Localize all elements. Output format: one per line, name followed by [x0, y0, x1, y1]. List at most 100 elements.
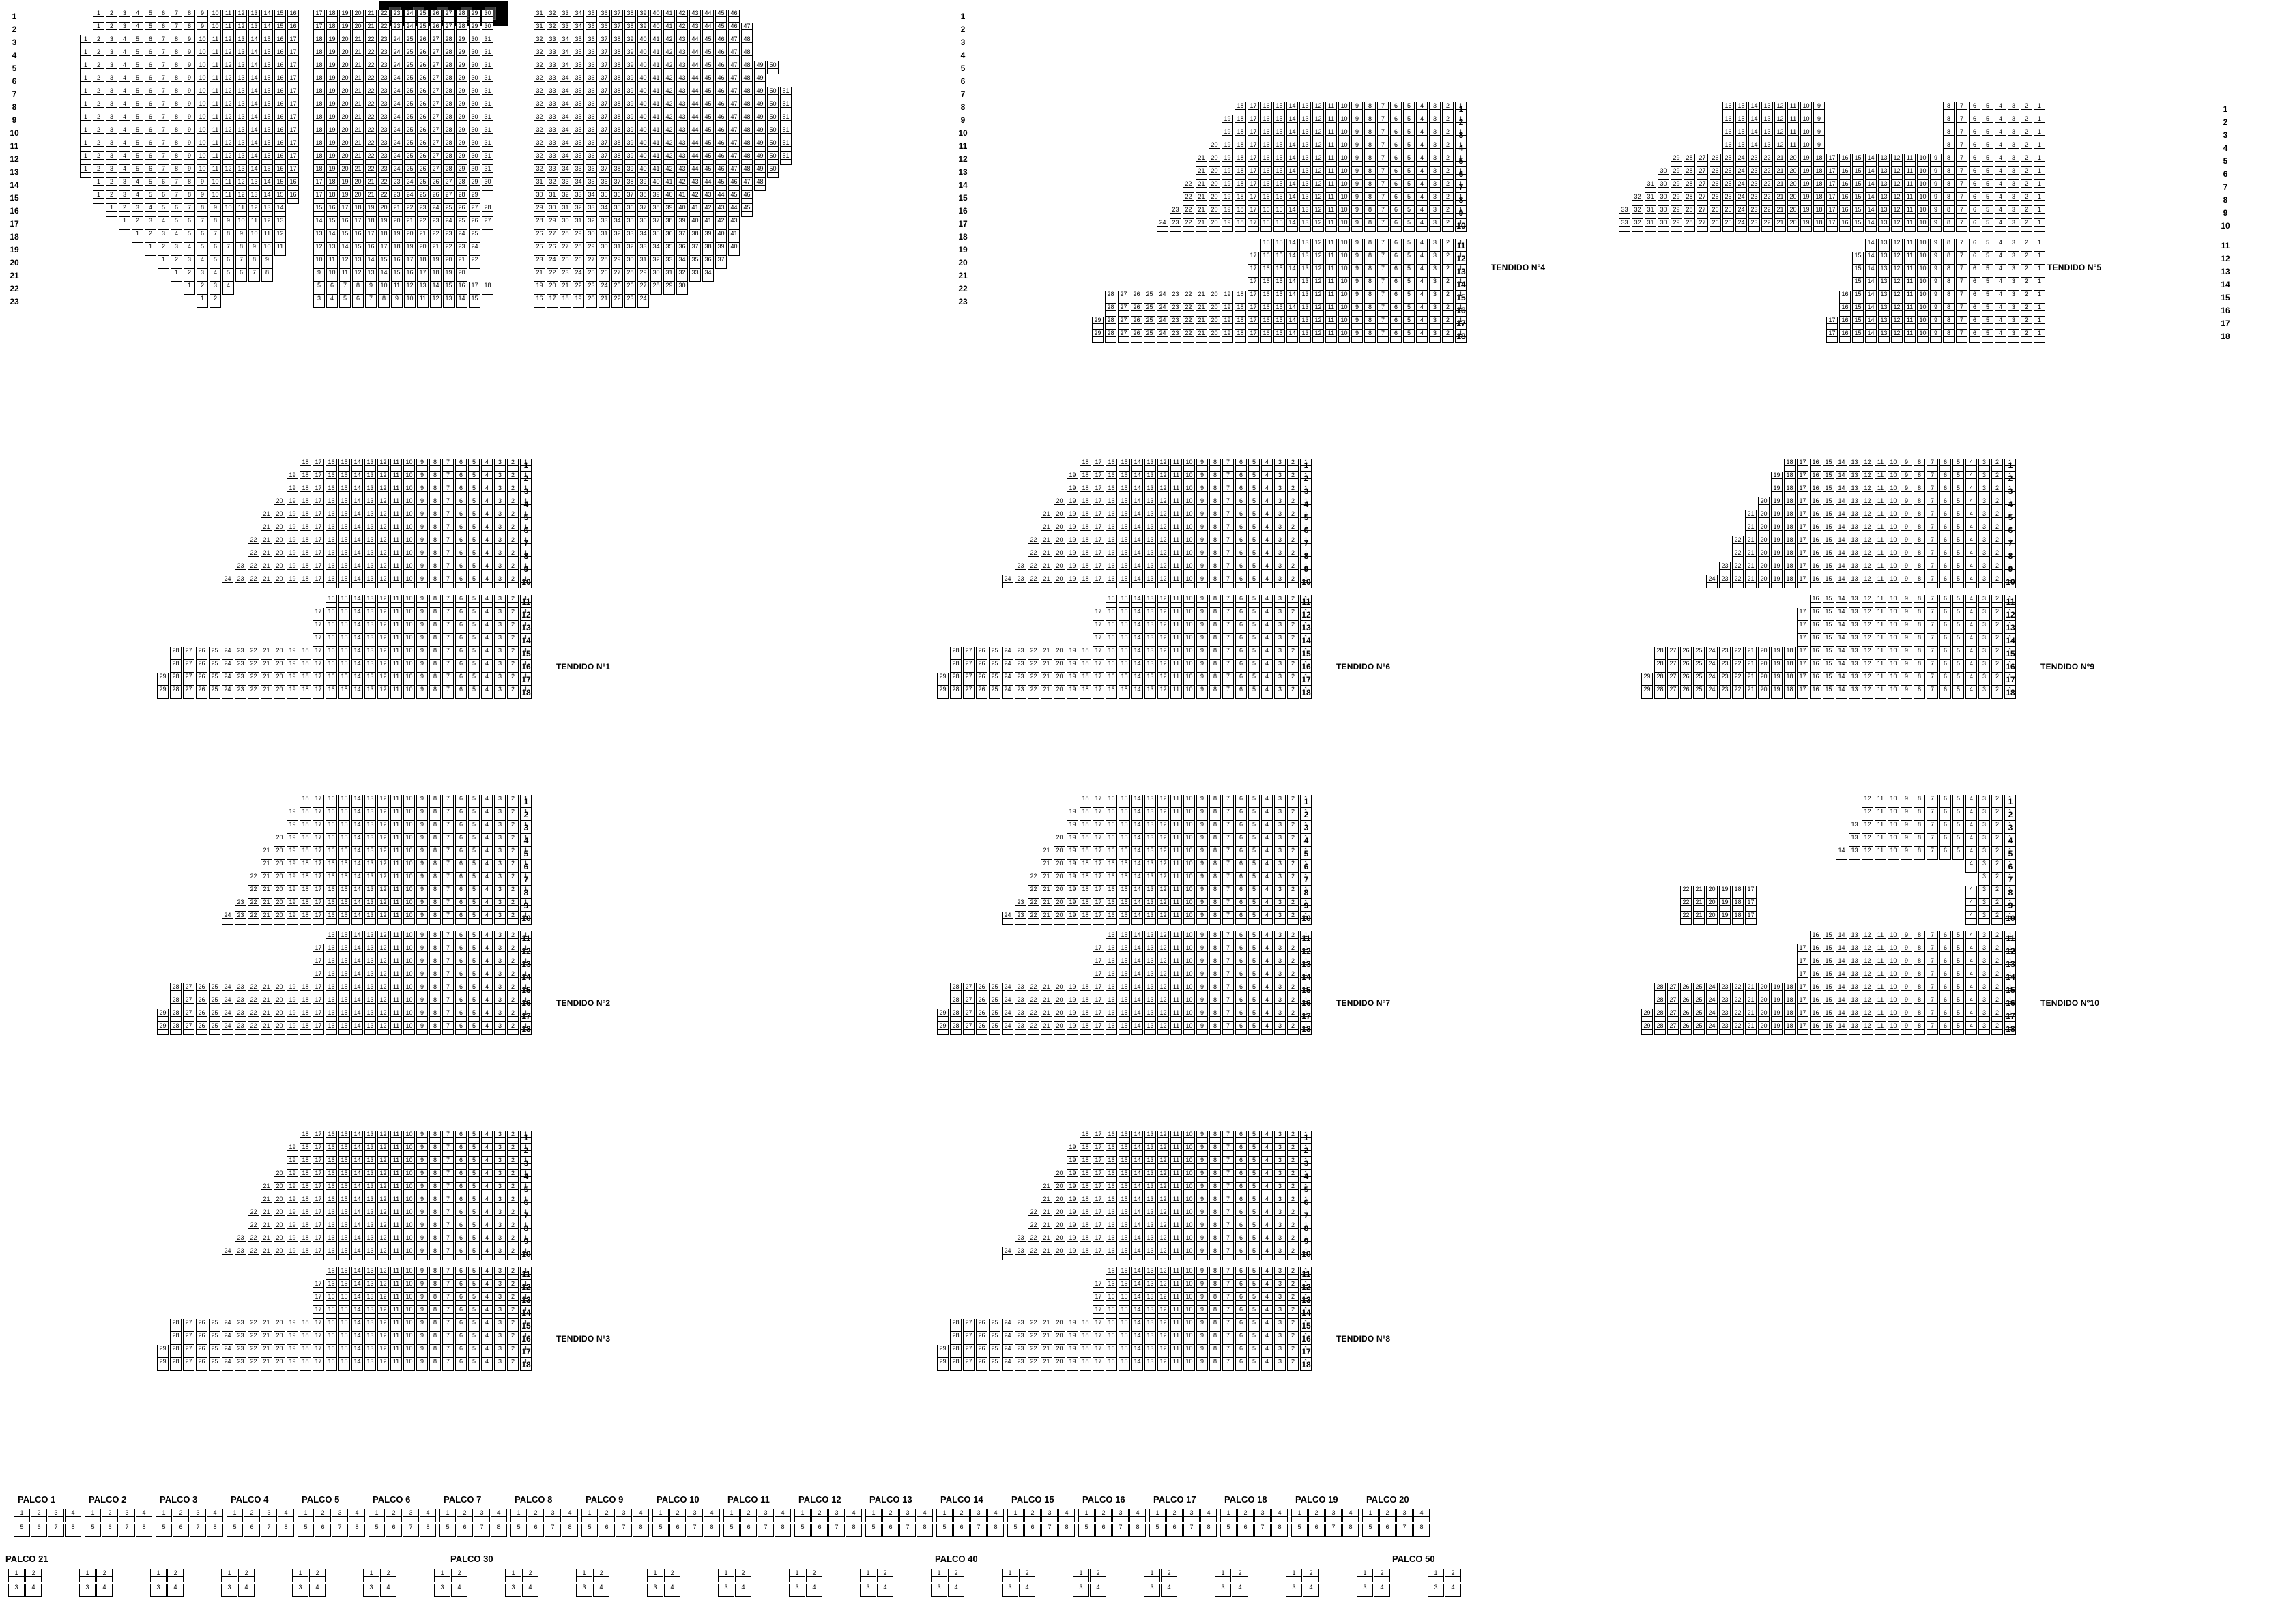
- seat[interactable]: 45: [702, 113, 714, 126]
- seat[interactable]: 9: [416, 834, 428, 847]
- seat[interactable]: 8: [171, 74, 182, 87]
- seat[interactable]: 34: [560, 100, 571, 113]
- seat[interactable]: 44: [689, 165, 701, 178]
- seat[interactable]: 1: [520, 970, 532, 983]
- seat[interactable]: 43: [676, 61, 688, 74]
- seat[interactable]: 28: [443, 35, 455, 48]
- seat[interactable]: 8: [261, 269, 273, 282]
- seat[interactable]: 12: [377, 1157, 389, 1170]
- seat[interactable]: 11: [390, 1319, 402, 1332]
- seat[interactable]: 12: [377, 459, 389, 472]
- seat[interactable]: 28: [443, 74, 455, 87]
- seat[interactable]: 2: [93, 126, 104, 139]
- seat[interactable]: 36: [586, 139, 597, 152]
- seat[interactable]: 16: [326, 1247, 337, 1260]
- seat[interactable]: 10: [403, 912, 415, 925]
- seat[interactable]: 29: [586, 243, 597, 256]
- seat[interactable]: 11: [390, 1221, 402, 1234]
- seat[interactable]: 22: [430, 230, 442, 243]
- seat[interactable]: 27: [183, 983, 194, 996]
- seat[interactable]: 8: [1364, 102, 1376, 115]
- seat[interactable]: 15: [261, 87, 273, 100]
- seat[interactable]: 8: [429, 562, 441, 575]
- seat[interactable]: 18: [300, 686, 311, 699]
- seat[interactable]: 16: [326, 608, 337, 621]
- seat[interactable]: 3: [1429, 141, 1441, 154]
- seat[interactable]: 4: [481, 1131, 493, 1144]
- seat[interactable]: 11: [390, 562, 402, 575]
- seat[interactable]: 19: [287, 1319, 298, 1332]
- seat[interactable]: 12: [222, 35, 234, 48]
- seat[interactable]: 6: [455, 1022, 467, 1035]
- seat[interactable]: 9: [197, 23, 208, 35]
- seat[interactable]: 4: [481, 608, 493, 621]
- seat[interactable]: 19: [287, 510, 298, 523]
- seat[interactable]: 27: [547, 230, 558, 243]
- seat[interactable]: 25: [209, 686, 220, 699]
- seat[interactable]: 20: [274, 886, 285, 899]
- seat[interactable]: 20: [378, 204, 390, 217]
- seat[interactable]: 15: [261, 126, 273, 139]
- seat[interactable]: 47: [728, 152, 740, 165]
- seat[interactable]: 20: [274, 562, 285, 575]
- seat[interactable]: 36: [599, 178, 610, 191]
- seat[interactable]: 18: [300, 1221, 311, 1234]
- seat[interactable]: 46: [715, 126, 727, 139]
- seat[interactable]: 23: [235, 1022, 246, 1035]
- seat[interactable]: 6: [455, 1183, 467, 1195]
- seat[interactable]: 2: [1442, 154, 1454, 167]
- seat[interactable]: 25: [404, 126, 416, 139]
- seat[interactable]: 6: [352, 295, 364, 308]
- seat[interactable]: 5: [468, 1280, 480, 1293]
- seat[interactable]: 9: [235, 230, 247, 243]
- seat[interactable]: 11: [1325, 167, 1337, 180]
- seat[interactable]: 7: [442, 647, 454, 660]
- seat[interactable]: 16: [326, 1144, 337, 1157]
- seat[interactable]: 34: [560, 87, 571, 100]
- seat[interactable]: 34: [560, 48, 571, 61]
- seat[interactable]: 16: [274, 48, 286, 61]
- seat[interactable]: 19: [287, 1332, 298, 1345]
- seat[interactable]: 19: [326, 100, 338, 113]
- seat[interactable]: 10: [403, 497, 415, 510]
- seat[interactable]: 14: [351, 510, 363, 523]
- seat[interactable]: 20: [339, 165, 351, 178]
- seat[interactable]: 10: [403, 1170, 415, 1183]
- seat[interactable]: 20: [391, 217, 403, 230]
- seat[interactable]: 11: [390, 536, 402, 549]
- seat[interactable]: 34: [560, 126, 571, 139]
- seat[interactable]: 44: [689, 74, 701, 87]
- seat[interactable]: 12: [1312, 128, 1324, 141]
- seat[interactable]: 2: [106, 23, 117, 35]
- seat[interactable]: 4: [132, 23, 143, 35]
- seat[interactable]: 16: [326, 808, 337, 821]
- seat[interactable]: 13: [364, 459, 376, 472]
- seat[interactable]: 4: [481, 1195, 493, 1208]
- seat[interactable]: 43: [676, 48, 688, 61]
- seat[interactable]: 28: [443, 61, 455, 74]
- seat[interactable]: 15: [338, 886, 350, 899]
- seat[interactable]: 28: [482, 204, 493, 217]
- seat[interactable]: 16: [326, 821, 337, 834]
- seat[interactable]: 3: [494, 886, 506, 899]
- seat[interactable]: 19: [287, 1247, 298, 1260]
- seat[interactable]: 11: [390, 944, 402, 957]
- seat[interactable]: 20: [339, 61, 351, 74]
- seat[interactable]: 23: [378, 126, 390, 139]
- seat[interactable]: 5: [132, 139, 143, 152]
- seat[interactable]: 21: [261, 847, 272, 860]
- seat[interactable]: 9: [416, 847, 428, 860]
- seat[interactable]: 17: [313, 970, 324, 983]
- seat[interactable]: 9: [416, 808, 428, 821]
- seat[interactable]: 28: [170, 983, 182, 996]
- seat[interactable]: 1: [520, 1221, 532, 1234]
- seat[interactable]: 29: [456, 61, 467, 74]
- seat[interactable]: 43: [676, 35, 688, 48]
- seat[interactable]: 46: [715, 139, 727, 152]
- seat[interactable]: 25: [417, 191, 429, 204]
- seat[interactable]: 3: [1429, 115, 1441, 128]
- seat[interactable]: 13: [364, 996, 376, 1009]
- seat[interactable]: 6: [158, 178, 169, 191]
- seat[interactable]: 7: [442, 1332, 454, 1345]
- seat[interactable]: 2: [507, 983, 519, 996]
